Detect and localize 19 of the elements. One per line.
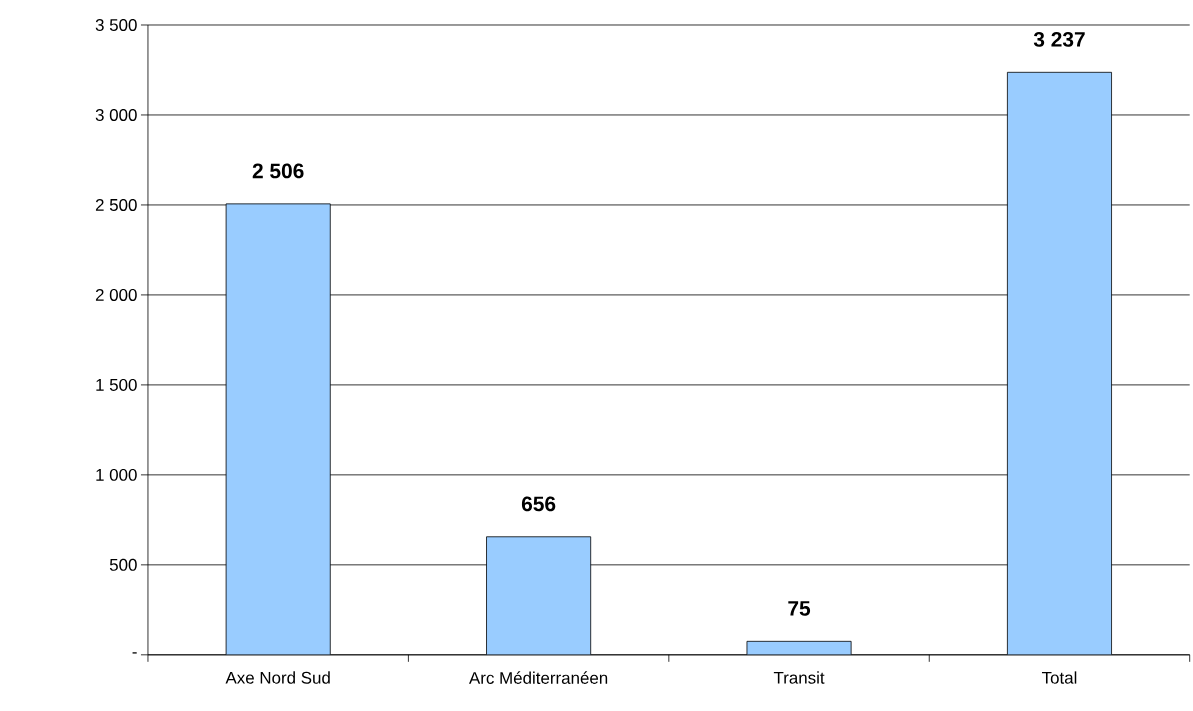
x-tick-label: Arc Méditerranéen [469,671,608,685]
bar [225,203,331,655]
y-tick-label: 3 500 [95,19,137,32]
data-label: 75 [788,601,811,616]
data-label: 2 506 [252,163,304,179]
bar [486,536,592,655]
data-label: 656 [521,496,556,512]
y-tick-label: 500 [109,558,137,571]
bar [1006,72,1112,655]
x-tick-label: Axe Nord Sud [225,671,330,684]
y-tick-label: 2 500 [95,199,137,212]
y-tick-label: 3 000 [95,109,137,122]
y-tick-label: 2 000 [95,289,137,302]
x-tick-label: Total [1041,671,1077,684]
x-tick-label: Transit [773,671,825,684]
y-tick-label: 1 000 [96,468,137,481]
data-label: 3 237 [1033,32,1085,47]
y-tick-label: - [132,652,137,654]
y-tick-label: 1 500 [96,378,137,391]
